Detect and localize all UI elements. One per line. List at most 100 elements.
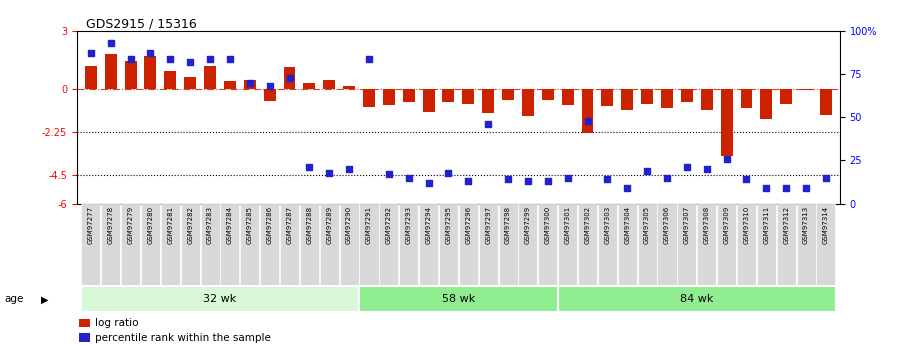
Bar (300, 204, 319, 285)
Bar (479, 204, 498, 285)
Bar (502, 89, 514, 100)
Bar (243, 80, 256, 89)
Text: GSM97295: GSM97295 (445, 206, 452, 244)
Point (382, 171, 396, 177)
Point (560, 175, 575, 180)
Bar (820, 89, 832, 115)
Point (322, 170, 337, 175)
Text: GSM97307: GSM97307 (684, 206, 690, 244)
Text: GSM97289: GSM97289 (326, 206, 332, 244)
Bar (260, 204, 279, 285)
Bar (459, 204, 478, 285)
Text: GSM97283: GSM97283 (207, 206, 213, 244)
Bar (205, 66, 216, 89)
Point (580, 118, 595, 124)
Text: GSM97299: GSM97299 (525, 206, 531, 244)
Bar (403, 89, 414, 102)
Bar (383, 89, 395, 105)
Bar (81, 204, 100, 285)
Point (282, 75, 297, 80)
Text: GSM97296: GSM97296 (465, 206, 472, 244)
Bar (618, 204, 637, 285)
Text: ▶: ▶ (41, 295, 48, 304)
Bar (816, 204, 835, 285)
Bar (780, 89, 792, 104)
Bar (578, 204, 597, 285)
Bar (201, 204, 220, 285)
Bar (700, 89, 713, 110)
Bar (399, 204, 418, 285)
Bar (641, 89, 653, 104)
Text: GSM97311: GSM97311 (763, 206, 769, 244)
Bar (280, 204, 299, 285)
Bar (439, 204, 458, 285)
Bar (800, 89, 812, 90)
Point (203, 56, 217, 61)
Bar (657, 204, 677, 285)
Text: percentile rank within the sample: percentile rank within the sample (95, 333, 271, 343)
Text: GSM97303: GSM97303 (605, 206, 610, 244)
Bar (562, 89, 574, 105)
Bar (582, 89, 594, 132)
Text: GSM97313: GSM97313 (803, 206, 809, 244)
Text: GSM97302: GSM97302 (585, 206, 591, 244)
Bar (145, 56, 157, 89)
Text: GSM97290: GSM97290 (346, 206, 352, 244)
Bar (557, 286, 836, 313)
Bar (598, 204, 617, 285)
Bar (359, 204, 378, 285)
Bar (697, 204, 716, 285)
Point (600, 177, 614, 182)
Point (719, 156, 734, 161)
Text: GSM97279: GSM97279 (128, 206, 134, 244)
Bar (622, 89, 633, 110)
Bar (677, 204, 696, 285)
Point (500, 177, 515, 182)
Text: GSM97292: GSM97292 (386, 206, 392, 244)
Bar (161, 204, 180, 285)
Point (660, 175, 674, 180)
Bar (499, 204, 518, 285)
Bar (538, 204, 557, 285)
Point (680, 165, 694, 170)
Text: GSM97314: GSM97314 (823, 206, 829, 244)
Bar (519, 204, 538, 285)
Point (342, 166, 357, 172)
Point (461, 178, 475, 184)
Point (481, 121, 495, 127)
Point (779, 185, 794, 191)
Bar (240, 204, 260, 285)
Point (700, 166, 714, 172)
Bar (760, 89, 772, 119)
Bar (79, 319, 90, 327)
Bar (558, 204, 577, 285)
Point (83, 51, 98, 56)
Text: GSM97278: GSM97278 (108, 206, 114, 244)
Bar (717, 204, 736, 285)
Bar (85, 66, 97, 89)
Text: GSM97291: GSM97291 (366, 206, 372, 244)
Bar (796, 204, 815, 285)
Text: GSM97297: GSM97297 (485, 206, 491, 244)
Bar (343, 86, 355, 89)
Bar (323, 80, 335, 89)
Point (799, 185, 814, 191)
Text: GSM97287: GSM97287 (287, 206, 292, 244)
Text: GSM97294: GSM97294 (425, 206, 432, 244)
Point (163, 56, 177, 61)
Bar (737, 204, 756, 285)
Text: 84 wk: 84 wk (680, 294, 713, 304)
Bar (303, 83, 315, 89)
Point (819, 175, 834, 180)
Point (243, 80, 257, 86)
Text: GSM97304: GSM97304 (624, 206, 630, 244)
Text: GDS2915 / 15316: GDS2915 / 15316 (86, 17, 196, 30)
Text: GSM97282: GSM97282 (187, 206, 193, 244)
Text: GSM97293: GSM97293 (405, 206, 412, 244)
Bar (542, 89, 554, 100)
Point (362, 56, 376, 61)
Bar (419, 204, 438, 285)
Text: GSM97281: GSM97281 (167, 206, 173, 244)
Bar (79, 333, 90, 342)
Bar (776, 204, 795, 285)
